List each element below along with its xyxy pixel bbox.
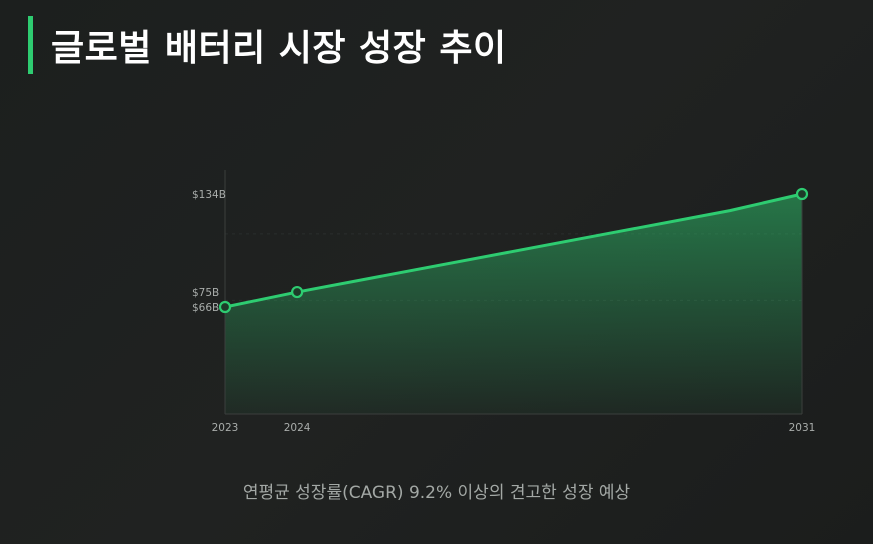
x-tick-label: 2023 (212, 422, 239, 434)
data-points (218, 187, 809, 314)
series-line (223, 192, 804, 309)
x-tick-label: 2024 (284, 422, 311, 434)
area-fill (225, 194, 802, 414)
y-tick-label: $66B (192, 302, 219, 314)
y-tick-label: $75B (192, 287, 219, 299)
data-point (218, 300, 232, 314)
chart-caption: 연평균 성장률(CAGR) 9.2% 이상의 견고한 성장 예상 (242, 483, 631, 503)
y-tick-labels: $66B $75B $134B (192, 189, 226, 314)
data-point (291, 285, 304, 299)
data-point (795, 187, 809, 201)
title-block: 글로벌 배터리 시장 성장 추이 (28, 16, 507, 74)
x-tick-labels: 2023 2024 2031 (212, 422, 816, 434)
x-tick-label: 2031 (789, 422, 816, 434)
page-title: 글로벌 배터리 시장 성장 추이 (51, 28, 507, 69)
y-tick-label: $134B (192, 189, 226, 201)
title-accent-bar (28, 16, 33, 74)
